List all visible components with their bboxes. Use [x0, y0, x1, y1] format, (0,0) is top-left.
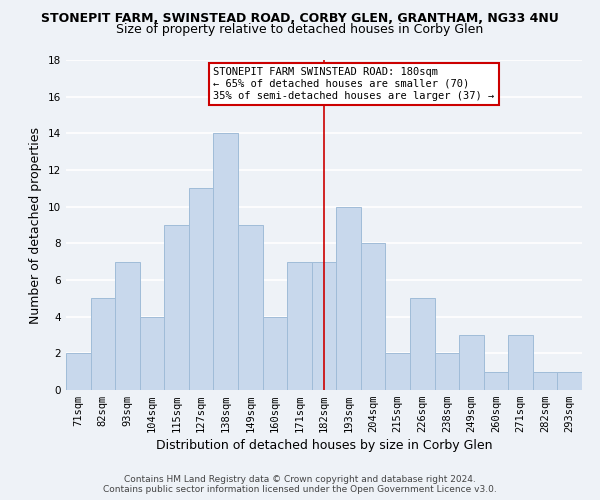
Bar	[434, 354, 459, 390]
Bar	[91, 298, 115, 390]
Bar	[533, 372, 557, 390]
Bar	[336, 206, 361, 390]
Text: STONEPIT FARM SWINSTEAD ROAD: 180sqm
← 65% of detached houses are smaller (70)
3: STONEPIT FARM SWINSTEAD ROAD: 180sqm ← 6…	[214, 68, 494, 100]
Text: STONEPIT FARM, SWINSTEAD ROAD, CORBY GLEN, GRANTHAM, NG33 4NU: STONEPIT FARM, SWINSTEAD ROAD, CORBY GLE…	[41, 12, 559, 26]
Bar	[263, 316, 287, 390]
Bar	[238, 225, 263, 390]
Bar	[312, 262, 336, 390]
Bar	[385, 354, 410, 390]
Bar	[508, 335, 533, 390]
Bar	[557, 372, 582, 390]
Bar	[484, 372, 508, 390]
Y-axis label: Number of detached properties: Number of detached properties	[29, 126, 43, 324]
X-axis label: Distribution of detached houses by size in Corby Glen: Distribution of detached houses by size …	[156, 440, 492, 452]
Bar	[459, 335, 484, 390]
Bar	[140, 316, 164, 390]
Bar	[287, 262, 312, 390]
Text: Size of property relative to detached houses in Corby Glen: Size of property relative to detached ho…	[116, 22, 484, 36]
Text: Contains HM Land Registry data © Crown copyright and database right 2024.
Contai: Contains HM Land Registry data © Crown c…	[103, 474, 497, 494]
Bar	[214, 134, 238, 390]
Bar	[115, 262, 140, 390]
Bar	[164, 225, 189, 390]
Bar	[66, 354, 91, 390]
Bar	[361, 244, 385, 390]
Bar	[189, 188, 214, 390]
Bar	[410, 298, 434, 390]
